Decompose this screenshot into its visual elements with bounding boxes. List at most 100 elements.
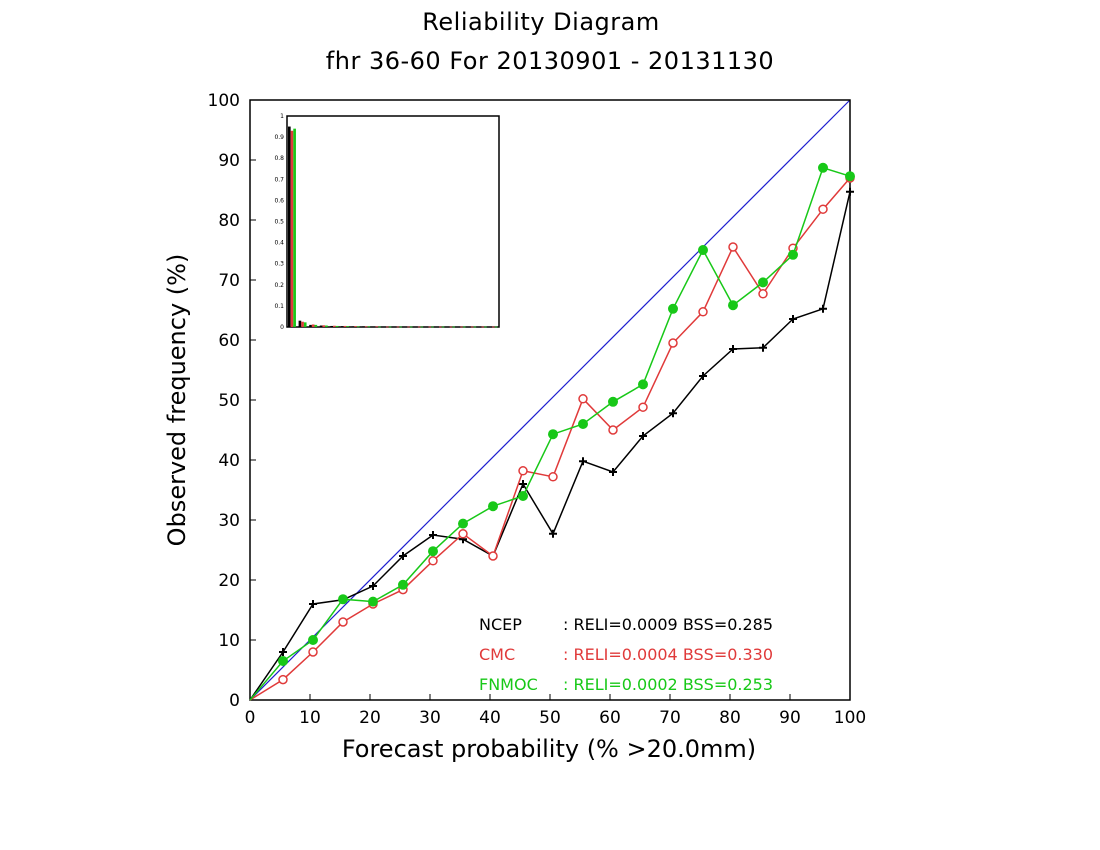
data-point-ncep: [669, 409, 677, 418]
data-point-ncep: [759, 343, 767, 352]
data-point-fnmoc: [548, 429, 558, 440]
inset-bar-fnmoc: [484, 326, 487, 328]
data-point-ncep: [699, 372, 707, 380]
data-point-fnmoc: [758, 277, 768, 288]
data-point-cmc: [818, 204, 828, 214]
inset-bar-fnmoc: [378, 326, 381, 328]
inset-bar-cmc: [396, 326, 400, 328]
inset-bar-ncep: [404, 326, 408, 328]
data-point-fnmoc: [728, 300, 738, 311]
inset-frame: [286, 115, 500, 328]
x-tick-label: 80: [719, 708, 741, 728]
inset-bar-ncep: [425, 326, 429, 328]
x-tick-label: 100: [834, 708, 866, 728]
y-tick-label: 40: [218, 451, 240, 471]
data-point-cmc: [338, 617, 348, 627]
data-point-cmc: [668, 338, 678, 348]
y-tick-label: 90: [218, 151, 240, 171]
inset-bar-ncep: [319, 325, 323, 327]
inset-bar-cmc: [375, 326, 379, 328]
inset-y-tick-label: 0.1: [274, 303, 284, 310]
inset-bar-ncep: [341, 326, 344, 327]
inset-y-tick-label: 0.3: [274, 261, 284, 268]
data-point-ncep: [609, 468, 617, 476]
data-point-ncep: [309, 600, 317, 608]
inset-bar-cmc: [386, 326, 389, 328]
data-point-cmc: [698, 307, 708, 317]
inset-bar-ncep: [478, 326, 482, 328]
inset-bar-fnmoc: [409, 326, 413, 328]
data-point-cmc: [518, 466, 528, 476]
inset-y-tick-label: 0.2: [274, 282, 284, 289]
x-tick-label: 50: [539, 708, 561, 728]
data-point-ncep: [549, 529, 557, 538]
legend-stats-ncep: : RELI=0.0009 BSS=0.285: [563, 615, 773, 634]
inset-bar-fnmoc: [452, 326, 455, 328]
inset-bar-cmc: [470, 326, 474, 328]
inset-y-tick-label: 0.4: [274, 240, 284, 247]
chart-title: Reliability Diagram: [422, 8, 659, 36]
data-point-ncep: [519, 480, 527, 488]
inset-bar-ncep: [436, 326, 440, 328]
x-tick-label: 40: [479, 708, 501, 728]
data-point-ncep: [279, 648, 287, 656]
x-axis-title: Forecast probability (% >20.0mm): [342, 735, 756, 763]
data-point-cmc: [578, 394, 588, 404]
data-point-ncep: [729, 345, 737, 353]
inset-bar-ncep: [457, 326, 461, 328]
data-point-fnmoc: [638, 379, 648, 390]
inset-bar-cmc: [417, 326, 421, 328]
inset-bar-fnmoc: [420, 326, 424, 328]
inset-bar-fnmoc: [325, 325, 328, 327]
data-point-ncep: [639, 432, 647, 440]
legend-name-cmc: CMC: [479, 645, 515, 664]
y-tick-label: 100: [208, 91, 240, 111]
inset-histogram: 0 0.1 0.2 0.3 0.4 0.5 0.6 0.7 0.8 0.9 1: [274, 113, 500, 331]
y-tick-label: 20: [218, 571, 240, 591]
inset-bar-fnmoc: [441, 326, 445, 328]
chart-subtitle: fhr 36-60 For 20130901 - 20131130: [326, 47, 774, 75]
data-point-fnmoc: [578, 419, 588, 429]
x-tick-label: 10: [299, 708, 321, 728]
inset-y-tick-label: 0.7: [274, 176, 284, 183]
inset-bar-ncep: [489, 326, 493, 328]
data-point-ncep: [819, 304, 827, 313]
inset-bar-cmc: [322, 325, 326, 327]
data-point-ncep: [789, 315, 797, 323]
y-tick-label: 60: [218, 331, 240, 351]
inset-bar-fnmoc: [399, 326, 402, 328]
y-axis-title: Observed frequency (%): [163, 254, 191, 547]
data-point-cmc: [548, 472, 558, 482]
inset-bar-fnmoc: [293, 128, 296, 327]
inset-bar-ncep: [394, 326, 397, 328]
inset-bar-ncep: [383, 326, 387, 328]
data-point-ncep: [579, 457, 587, 466]
data-point-ncep: [369, 582, 377, 590]
inset-bar-cmc: [492, 326, 495, 328]
data-point-fnmoc: [398, 579, 408, 590]
inset-bar-cmc: [428, 326, 432, 328]
inset-y-tick-label: 0: [280, 324, 284, 331]
inset-bar-fnmoc: [388, 326, 392, 328]
data-point-cmc: [278, 674, 288, 685]
main-plot: 0 10 20 30 40 50 60 70 80 90 100010203040506070809…: [208, 91, 867, 728]
data-point-cmc: [428, 556, 438, 566]
data-point-fnmoc: [308, 635, 318, 645]
legend-name-fnmoc: FNMOC: [479, 675, 538, 694]
y-tick-label: 10: [218, 631, 240, 651]
inset-bar-ncep: [447, 326, 450, 328]
x-tick-label: 90: [779, 708, 801, 728]
legend-name-ncep: NCEP: [479, 615, 522, 634]
x-tick-label: 0: [245, 708, 256, 728]
inset-bar-cmc: [290, 130, 294, 327]
inset-bar-fnmoc: [494, 326, 498, 328]
inset-y-tick-label: 0.8: [274, 155, 284, 162]
inset-bar-fnmoc: [314, 324, 318, 327]
inset-bar-fnmoc: [356, 326, 360, 328]
inset-bar-cmc: [460, 326, 463, 328]
data-point-cmc: [638, 402, 648, 412]
inset-bar-ncep: [309, 324, 312, 327]
legend: NCEP: RELI=0.0009 BSS=0.285 CMC: RELI=0.0…: [479, 615, 773, 694]
inset-bar-fnmoc: [462, 326, 466, 328]
